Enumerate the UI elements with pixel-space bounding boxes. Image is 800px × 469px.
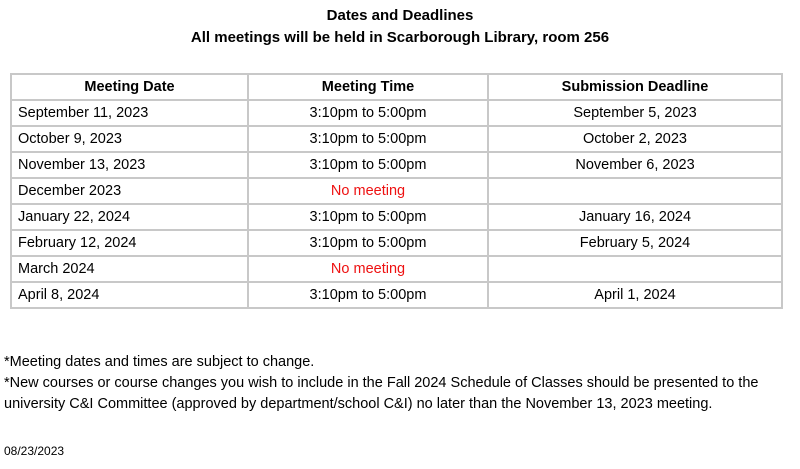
footnote-submission-notice: *New courses or course changes you wish … xyxy=(4,375,759,412)
meeting-date-cell: March 2024 xyxy=(10,255,249,283)
table-row: September 11, 2023 3:10pm to 5:00pm Sept… xyxy=(10,99,783,127)
meeting-date-cell: January 22, 2024 xyxy=(10,203,249,231)
revision-date: 08/23/2023 xyxy=(4,444,65,458)
footnote-change-notice: *Meeting dates and times are subject to … xyxy=(4,354,315,370)
submission-deadline-cell: November 6, 2023 xyxy=(487,151,783,179)
submission-deadline-cell: September 5, 2023 xyxy=(487,99,783,127)
column-header-meeting-time: Meeting Time xyxy=(247,73,489,101)
meeting-time-cell: 3:10pm to 5:00pm xyxy=(247,151,489,179)
page-title: Dates and Deadlines xyxy=(326,7,474,24)
meeting-date-cell: October 9, 2023 xyxy=(10,125,249,153)
meeting-time-cell: 3:10pm to 5:00pm xyxy=(247,281,489,309)
submission-deadline-cell xyxy=(487,255,783,283)
table-row: January 22, 2024 3:10pm to 5:00pm Januar… xyxy=(10,203,783,231)
submission-deadline-cell: January 16, 2024 xyxy=(487,203,783,231)
meeting-date-cell: November 13, 2023 xyxy=(10,151,249,179)
meeting-date-cell: February 12, 2024 xyxy=(10,229,249,257)
meeting-time-cell: 3:10pm to 5:00pm xyxy=(247,99,489,127)
no-meeting-cell: No meeting xyxy=(247,177,489,205)
column-header-meeting-date: Meeting Date xyxy=(10,73,249,101)
submission-deadline-cell: February 5, 2024 xyxy=(487,229,783,257)
table-row: March 2024 No meeting xyxy=(10,255,783,283)
table-row: November 13, 2023 3:10pm to 5:00pm Novem… xyxy=(10,151,783,179)
column-header-submission-deadline: Submission Deadline xyxy=(487,73,783,101)
meeting-date-cell: December 2023 xyxy=(10,177,249,205)
submission-deadline-cell xyxy=(487,177,783,205)
submission-deadline-cell: April 1, 2024 xyxy=(487,281,783,309)
meeting-time-cell: 3:10pm to 5:00pm xyxy=(247,125,489,153)
schedule-table: Meeting Date Meeting Time Submission Dea… xyxy=(10,73,783,309)
submission-deadline-cell: October 2, 2023 xyxy=(487,125,783,153)
footnotes: *Meeting dates and times are subject to … xyxy=(4,352,794,415)
no-meeting-cell: No meeting xyxy=(247,255,489,283)
table-row: December 2023 No meeting xyxy=(10,177,783,205)
page-subtitle: All meetings will be held in Scarborough… xyxy=(190,29,610,46)
table-row: October 9, 2023 3:10pm to 5:00pm October… xyxy=(10,125,783,153)
meeting-time-cell: 3:10pm to 5:00pm xyxy=(247,203,489,231)
meeting-time-cell: 3:10pm to 5:00pm xyxy=(247,229,489,257)
meeting-date-cell: September 11, 2023 xyxy=(10,99,249,127)
table-row: April 8, 2024 3:10pm to 5:00pm April 1, … xyxy=(10,281,783,309)
table-header-row: Meeting Date Meeting Time Submission Dea… xyxy=(10,73,783,101)
table-row: February 12, 2024 3:10pm to 5:00pm Febru… xyxy=(10,229,783,257)
meeting-date-cell: April 8, 2024 xyxy=(10,281,249,309)
